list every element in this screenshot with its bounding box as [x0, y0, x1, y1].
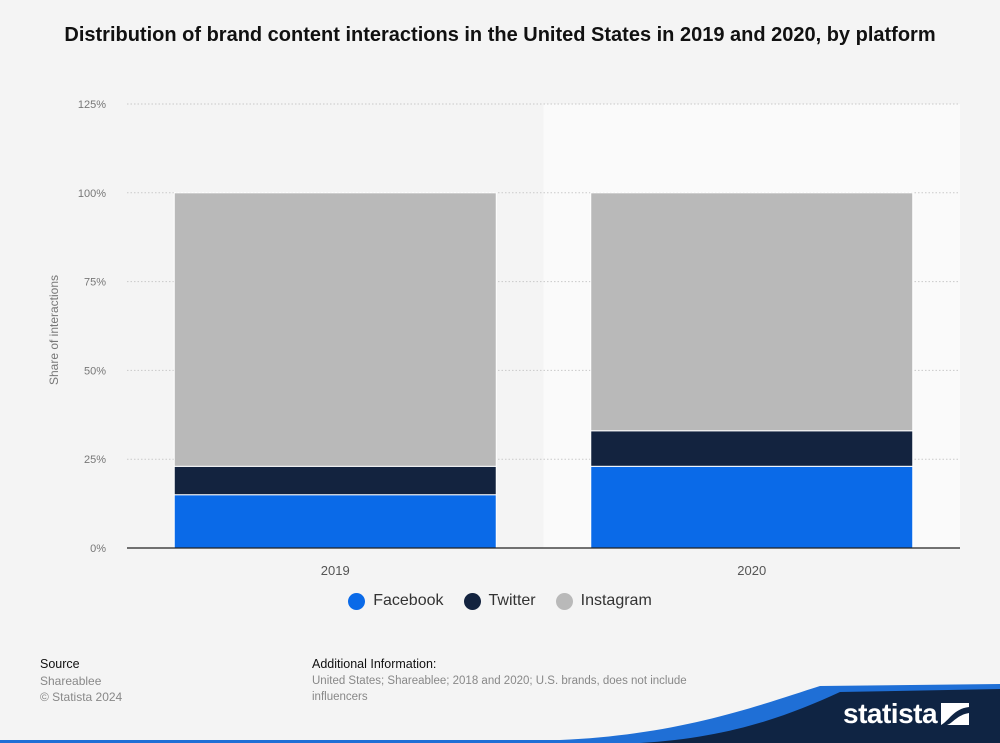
bar-facebook-2020 [590, 465, 914, 549]
additional-info-text: United States; Shareablee; 2018 and 2020… [312, 675, 687, 703]
x-tick-label: 2019 [321, 563, 350, 578]
y-axis-title: Share of interactions [47, 275, 61, 385]
y-tick-label: 100% [78, 188, 106, 200]
chart-legend: Facebook Twitter Instagram [0, 592, 1000, 610]
legend-item-instagram[interactable]: Instagram [555, 592, 652, 610]
source-name[interactable]: Shareablee [40, 674, 102, 688]
legend-label-facebook: Facebook [373, 592, 444, 609]
y-tick-label: 75% [84, 277, 106, 289]
legend-label-twitter: Twitter [488, 592, 536, 609]
copyright-notice: © Statista 2024 [40, 690, 123, 704]
bar-facebook-2019 [173, 494, 497, 549]
bar-instagram-2019 [173, 192, 497, 467]
statista-flag-icon [941, 703, 969, 725]
stacked-bar-chart: 0% 25% 50% 75% 100% 125% Share of interactions… [47, 99, 960, 578]
x-tick-label: 2020 [737, 563, 766, 578]
legend-label-instagram: Instagram [580, 592, 652, 609]
y-tick-label: 25% [84, 454, 106, 466]
bar-instagram-2020 [590, 192, 914, 432]
bar-twitter-2020 [590, 430, 914, 467]
chart-title: Distribution of brand content interactio… [64, 24, 936, 46]
bar-twitter-2019 [173, 465, 497, 496]
statista-logo[interactable]: statista [843, 698, 938, 729]
legend-item-facebook[interactable]: Facebook [348, 592, 444, 610]
legend-swatch-facebook [348, 592, 366, 610]
legend-item-twitter[interactable]: Twitter [463, 592, 536, 610]
source-block: Source Shareablee © Statista 2024 [40, 656, 122, 705]
additional-info-heading: Additional Information: [312, 657, 437, 671]
legend-swatch-instagram [555, 592, 573, 610]
legend-swatch-twitter [463, 592, 481, 610]
y-tick-label: 125% [78, 99, 106, 111]
additional-info-block: Additional Information: United States; S… [312, 656, 732, 705]
brand-band-navy [640, 689, 1000, 743]
source-heading: Source [40, 657, 80, 671]
y-tick-label: 50% [84, 365, 106, 377]
y-tick-label: 0% [90, 543, 106, 555]
